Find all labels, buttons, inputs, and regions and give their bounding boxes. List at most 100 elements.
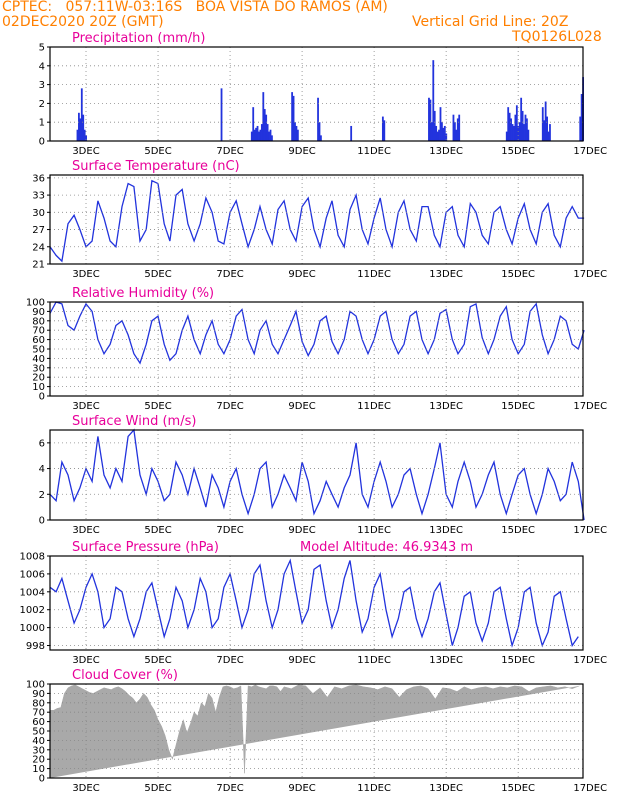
y-tick-label: 36 [32, 173, 45, 184]
x-tick-label: 17DEC [573, 269, 607, 280]
precip-bar [78, 112, 80, 141]
precip-bar [433, 110, 436, 141]
precip-bar [269, 129, 272, 141]
y-tick-label: 2 [39, 99, 45, 110]
precip-bar [79, 118, 82, 141]
x-tick-label: 17DEC [573, 146, 607, 157]
y-tick-label: 10 [32, 382, 45, 393]
panel-title: Surface Wind (m/s) [72, 414, 196, 429]
x-tick-label: 11DEC [357, 401, 391, 412]
x-tick-label: 15DEC [501, 269, 535, 280]
precip-bar [505, 131, 508, 141]
y-tick-label: 90 [32, 689, 45, 700]
y-tick-label: 100 [26, 298, 45, 309]
series-line [49, 179, 585, 263]
y-tick-label: 4 [39, 61, 45, 72]
precip-bar [291, 92, 294, 141]
y-tick-label: 0 [39, 774, 45, 785]
x-tick-label: 9DEC [288, 655, 315, 666]
precip-bar [383, 120, 386, 141]
x-tick-label: 3DEC [72, 401, 99, 412]
precip-bar [544, 101, 547, 141]
panel-frame [49, 683, 584, 779]
x-tick-label: 7DEC [216, 655, 243, 666]
panel-annotation: Model Altitude: 46.9343 m [300, 540, 473, 555]
precip-bar [260, 124, 263, 141]
x-tick-label: 15DEC [501, 525, 535, 536]
y-tick-label: 60 [32, 717, 45, 728]
y-tick-label: 20 [32, 755, 45, 766]
precip-bar [442, 127, 445, 141]
y-tick-label: 1006 [20, 569, 45, 580]
precip-bar [317, 97, 319, 141]
precip-bar [517, 125, 520, 141]
y-tick-label: 1 [39, 118, 45, 129]
precip-bar [526, 118, 528, 141]
precip-bar [515, 105, 518, 141]
y-tick-label: 10 [32, 764, 45, 775]
x-tick-label: 13DEC [429, 783, 463, 794]
y-tick-label: 1002 [20, 605, 45, 616]
precip-bar [546, 116, 548, 141]
precip-bar [429, 99, 432, 141]
precip-bar [456, 118, 459, 141]
precip-bar [320, 135, 322, 141]
series-line [49, 558, 579, 648]
precip-bar [520, 97, 523, 141]
panel-frame [49, 46, 584, 142]
precip-bar [455, 129, 458, 141]
x-tick-label: 5DEC [144, 655, 171, 666]
x-tick-label: 13DEC [429, 269, 463, 280]
precip-bar [82, 114, 85, 141]
precip-bar [85, 135, 88, 141]
x-tick-label: 9DEC [288, 269, 315, 280]
precip-bar [428, 97, 430, 141]
x-tick-label: 7DEC [216, 269, 243, 280]
precip-bar [452, 114, 455, 141]
y-tick-label: 40 [32, 354, 45, 365]
x-tick-label: 15DEC [501, 401, 535, 412]
y-tick-label: 1008 [20, 552, 45, 563]
precip-bar [458, 114, 461, 141]
precip-bar [296, 129, 299, 141]
precip-bar [266, 124, 269, 141]
precip-bar [318, 122, 321, 141]
y-tick-label: 70 [32, 708, 45, 719]
y-tick-label: 30 [32, 208, 45, 219]
x-tick-label: 11DEC [357, 146, 391, 157]
x-tick-label: 13DEC [429, 525, 463, 536]
x-tick-label: 9DEC [288, 783, 315, 794]
run-datetime: 02DEC2020 20Z (GMT) [2, 14, 164, 30]
precip-bar [265, 114, 268, 141]
y-tick-label: 5 [39, 43, 45, 54]
x-tick-label: 5DEC [144, 525, 171, 536]
precip-bar [76, 129, 79, 141]
grid-line-note: Vertical Grid Line: 20Z [412, 14, 569, 30]
precip-bar [579, 116, 582, 141]
precip-bar [292, 95, 295, 141]
x-tick-label: 3DEC [72, 269, 99, 280]
precip-bar [259, 129, 262, 141]
precip-bar [80, 88, 83, 141]
x-tick-label: 13DEC [429, 401, 463, 412]
precip-bar [524, 114, 527, 141]
y-tick-label: 33 [32, 191, 45, 202]
precip-bar [220, 88, 223, 141]
panel-title: Precipitation (mm/h) [72, 31, 205, 46]
x-tick-label: 13DEC [429, 655, 463, 666]
precip-bar [513, 125, 515, 141]
precip-bar [350, 125, 353, 141]
series-line [49, 301, 585, 365]
precip-bar [295, 125, 298, 141]
panel-frame [49, 429, 584, 521]
y-tick-label: 6 [39, 438, 45, 449]
precip-bar [268, 131, 270, 141]
precip-bar [435, 125, 438, 141]
precip-bar [258, 131, 260, 141]
x-tick-label: 9DEC [288, 146, 315, 157]
precip-bar [294, 122, 296, 141]
x-tick-label: 9DEC [288, 525, 315, 536]
precip-bar [443, 125, 446, 141]
y-tick-label: 3 [39, 80, 45, 91]
